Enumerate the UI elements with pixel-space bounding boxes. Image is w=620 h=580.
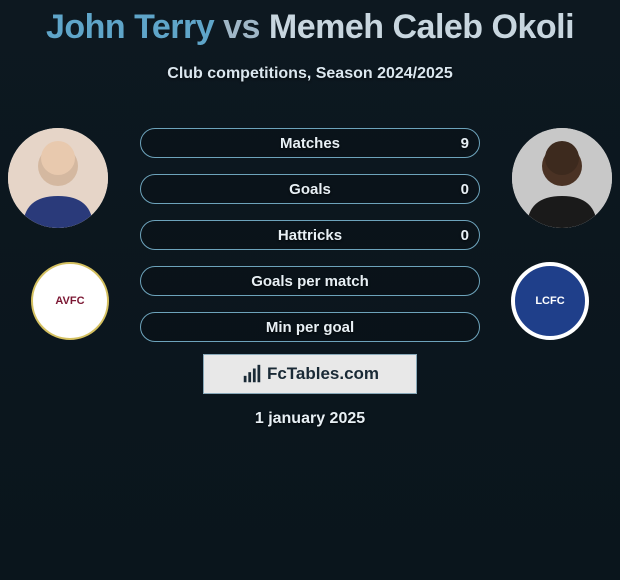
- player1-club-crest: AVFC: [20, 260, 120, 342]
- brand-watermark: FcTables.com: [203, 354, 417, 394]
- brand-text: FcTables.com: [267, 364, 379, 384]
- stat-label: Matches: [141, 135, 479, 152]
- title-vs: vs: [223, 8, 260, 46]
- player1-avatar: [8, 128, 108, 228]
- stat-row-matches: Matches 9: [140, 128, 480, 158]
- stat-row-goals-per-match: Goals per match: [140, 266, 480, 296]
- stat-row-min-per-goal: Min per goal: [140, 312, 480, 342]
- bar-chart-icon: [241, 363, 263, 385]
- stat-row-hattricks: Hattricks 0: [140, 220, 480, 250]
- crest-abbrev: LCFC: [535, 295, 564, 307]
- stat-right-value: 0: [461, 227, 469, 244]
- stat-row-goals: Goals 0: [140, 174, 480, 204]
- stat-label: Min per goal: [141, 319, 479, 336]
- avatar-placeholder-icon: [512, 128, 612, 228]
- title-player1: John Terry: [46, 8, 214, 46]
- crest-badge: AVFC: [31, 262, 109, 340]
- title-player2: Memeh Caleb Okoli: [269, 8, 574, 46]
- stat-right-value: 9: [461, 135, 469, 152]
- player2-avatar: [512, 128, 612, 228]
- crest-abbrev: AVFC: [55, 295, 84, 307]
- crest-badge: LCFC: [511, 262, 589, 340]
- comparison-title: John Terry vs Memeh Caleb Okoli: [0, 0, 620, 47]
- subtitle: Club competitions, Season 2024/2025: [0, 65, 620, 83]
- stats-panel: Matches 9 Goals 0 Hattricks 0 Goals per …: [140, 128, 480, 358]
- stat-label: Goals: [141, 181, 479, 198]
- date-generated: 1 january 2025: [0, 410, 620, 428]
- stat-label: Hattricks: [141, 227, 479, 244]
- stat-label: Goals per match: [141, 273, 479, 290]
- avatar-placeholder-icon: [8, 128, 108, 228]
- player2-club-crest: LCFC: [500, 260, 600, 342]
- stat-right-value: 0: [461, 181, 469, 198]
